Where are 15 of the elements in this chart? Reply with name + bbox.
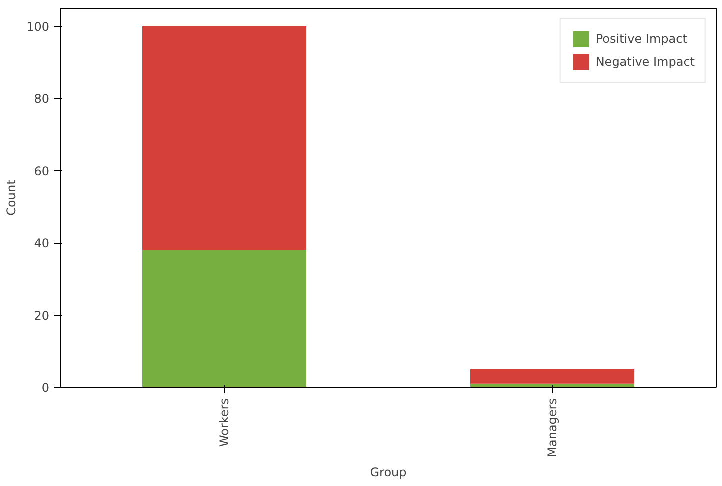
x-tick-label: Workers [218,398,232,448]
y-tick-label: 40 [34,236,50,251]
bar [470,369,634,384]
x-axis-title: Group [370,465,407,480]
bar [142,250,306,388]
legend-label: Negative Impact [596,55,695,69]
y-tick-label: 80 [34,92,50,106]
x-tick-label: Managers [546,398,560,458]
y-tick-label: 0 [42,381,50,395]
y-axis-title: Count [4,180,19,216]
y-tick-label: 20 [34,308,50,323]
y-tick-label: 100 [26,20,50,34]
bar [142,26,306,250]
legend-label: Positive Impact [596,32,688,46]
y-tick-label: 60 [34,164,50,178]
